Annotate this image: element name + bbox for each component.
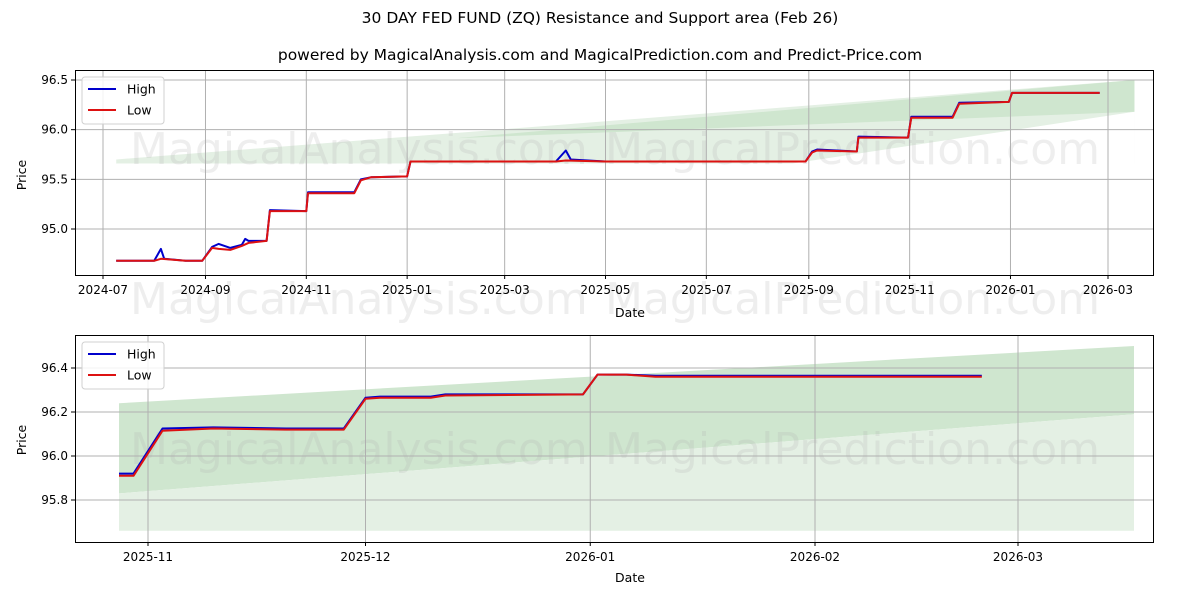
band-below-mask bbox=[116, 111, 1135, 274]
legend-high-label: High bbox=[127, 82, 156, 97]
low-price-line bbox=[119, 373, 982, 477]
resistance-band bbox=[119, 346, 1134, 494]
x-tick-label: 2025-01 bbox=[382, 283, 432, 297]
y-tick-label: 96.0 bbox=[41, 123, 68, 137]
watermark-magicalprediction: MagicalPrediction.com bbox=[605, 124, 1100, 175]
y-tick-label: 95.0 bbox=[41, 222, 68, 236]
top-legend: High Low bbox=[81, 76, 165, 125]
chart-subtitle: powered by MagicalAnalysis.com and Magic… bbox=[277, 46, 923, 64]
watermark-magicalprediction-bottom: MagicalPrediction.com bbox=[605, 424, 1100, 475]
top-x-axis-label: Date bbox=[615, 305, 645, 320]
x-tick-label: 2024-07 bbox=[78, 283, 128, 297]
bottom-x-axis-label: Date bbox=[615, 570, 645, 585]
x-tick-label: 2026-01 bbox=[985, 283, 1035, 297]
top-price-lines bbox=[116, 91, 1100, 262]
bottom-watermarks: MagicalAnalysis.com MagicalPrediction.co… bbox=[130, 424, 1100, 475]
x-tick-label: 2026-02 bbox=[790, 550, 840, 564]
legend-high-label-bottom: High bbox=[127, 347, 156, 362]
top-chart-panel: MagicalAnalysis.com MagicalPrediction.co… bbox=[14, 70, 1154, 325]
bottom-support-resistance-bands bbox=[119, 346, 1134, 531]
x-tick-label: 2025-12 bbox=[340, 550, 390, 564]
y-tick-label: 96.4 bbox=[41, 361, 68, 375]
support-area-light bbox=[116, 80, 1135, 164]
y-tick-label: 96.2 bbox=[41, 405, 68, 419]
chart-title: 30 DAY FED FUND (ZQ) Resistance and Supp… bbox=[361, 9, 839, 27]
y-tick-label: 96.0 bbox=[41, 449, 68, 463]
x-tick-label: 2024-09 bbox=[180, 283, 230, 297]
bottom-gridlines bbox=[75, 335, 1153, 542]
y-tick-label: 95.8 bbox=[41, 493, 68, 507]
top-axis-ticks: 2024-07 2024-09 2024-11 2025-01 2025-03 2025-… bbox=[41, 73, 1133, 297]
watermark-magicalanalysis-bottom: MagicalAnalysis.com bbox=[130, 424, 588, 475]
legend-low-label-bottom: Low bbox=[127, 368, 152, 383]
x-tick-label: 2025-11 bbox=[123, 550, 173, 564]
y-tick-label: 95.5 bbox=[41, 172, 68, 186]
bottom-axes-frame bbox=[75, 335, 1154, 543]
x-tick-label: 2025-07 bbox=[681, 283, 731, 297]
top-support-resistance-bands bbox=[116, 80, 1135, 274]
y-tick-label: 96.5 bbox=[41, 73, 68, 87]
support-band bbox=[119, 414, 1134, 531]
x-tick-label: 2025-03 bbox=[480, 283, 530, 297]
bottom-price-lines bbox=[119, 373, 982, 477]
top-y-axis-label: Price bbox=[14, 159, 29, 190]
bottom-y-axis-label: Price bbox=[14, 424, 29, 455]
legend-low-label: Low bbox=[127, 103, 152, 118]
x-tick-label: 2025-11 bbox=[885, 283, 935, 297]
bottom-chart-panel: MagicalAnalysis.com MagicalPrediction.co… bbox=[14, 335, 1154, 585]
resistance-area bbox=[458, 80, 1135, 139]
top-watermarks: MagicalAnalysis.com MagicalPrediction.co… bbox=[130, 124, 1100, 325]
x-tick-label: 2026-03 bbox=[993, 550, 1043, 564]
x-tick-label: 2026-01 bbox=[565, 550, 615, 564]
x-tick-label: 2026-03 bbox=[1083, 283, 1133, 297]
x-tick-label: 2025-09 bbox=[784, 283, 834, 297]
bottom-axis-ticks: 2025-11 2025-12 2026-01 2026-02 2026-03 95.8 9… bbox=[41, 361, 1043, 564]
watermark-magicalanalysis: MagicalAnalysis.com bbox=[130, 124, 588, 175]
bottom-legend: High Low bbox=[81, 341, 165, 390]
low-price-line bbox=[116, 91, 1100, 262]
top-axes-frame bbox=[75, 70, 1154, 276]
top-gridlines bbox=[75, 70, 1153, 275]
x-tick-label: 2024-11 bbox=[281, 283, 331, 297]
watermark-magicalprediction-lower: MagicalPrediction.com bbox=[605, 274, 1100, 325]
x-tick-label: 2025-05 bbox=[580, 283, 630, 297]
watermark-magicalanalysis-lower: MagicalAnalysis.com bbox=[130, 274, 588, 325]
